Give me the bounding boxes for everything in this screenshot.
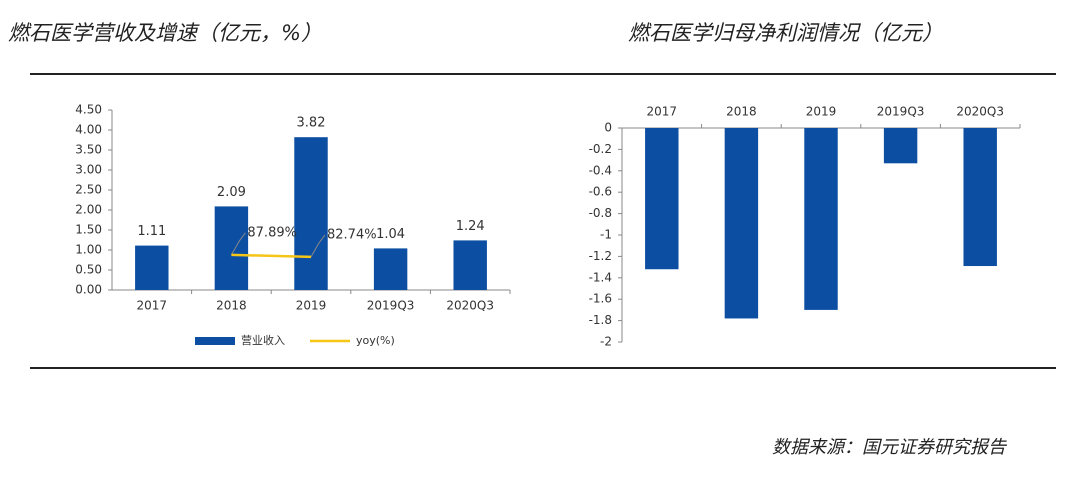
y-tick-label: -0.4: [589, 163, 612, 177]
label-leader: [230, 232, 246, 256]
y-tick-label: -0.2: [589, 142, 612, 156]
bar: [883, 128, 918, 164]
x-tick-label: 2017: [137, 299, 168, 313]
bar: [963, 128, 997, 267]
y-tick-label: 0: [604, 121, 612, 135]
y-tick-label: 1.50: [75, 223, 102, 237]
bar: [294, 137, 328, 290]
legend-swatch: [195, 337, 235, 345]
y-tick-label: 2.00: [75, 203, 102, 217]
y-tick-label: 3.50: [75, 143, 102, 157]
bar: [453, 240, 487, 290]
y-tick-label: -1: [600, 228, 612, 242]
data-label: 1.11: [137, 224, 166, 239]
y-tick-label: -1.8: [589, 313, 612, 327]
y-tick-label: 4.50: [75, 103, 102, 117]
y-tick-label: -0.6: [589, 185, 612, 199]
y-tick-label: 0.00: [75, 283, 102, 297]
y-tick-label: -1.4: [589, 270, 612, 284]
y-tick-label: 2.50: [75, 183, 102, 197]
chart-title: 燃石医学营收及增速（亿元，%）: [8, 21, 322, 45]
y-tick-label: -2: [600, 335, 612, 349]
bar: [373, 248, 408, 290]
y-tick-label: 4.00: [75, 123, 102, 137]
x-tick-label: 2018: [726, 105, 757, 119]
label-leader: [310, 234, 326, 258]
x-tick-label: 2019Q3: [367, 299, 415, 313]
y-tick-label: 0.50: [75, 263, 102, 277]
x-tick-label: 2017: [647, 105, 678, 119]
data-label: 87.89%: [247, 225, 297, 240]
x-tick-label: 2019: [806, 105, 837, 119]
x-tick-label: 2020Q3: [956, 105, 1004, 119]
chart-title: 燃石医学归母净利润情况（亿元）: [628, 21, 943, 45]
line: [231, 253, 312, 259]
y-tick-label: 1.00: [75, 243, 102, 257]
legend-label: 营业收入: [241, 333, 285, 347]
x-tick-label: 2019Q3: [877, 105, 925, 119]
y-tick-label: 3.00: [75, 163, 102, 177]
bar: [135, 245, 169, 290]
data-label: 1.04: [376, 227, 405, 242]
data-label: 3.82: [297, 116, 326, 131]
data-label: 2.09: [217, 185, 246, 200]
x-tick-label: 2020Q3: [446, 299, 494, 313]
data-label: 82.74%: [327, 227, 377, 242]
x-tick-label: 2019: [296, 299, 327, 313]
x-tick-label: 2018: [216, 299, 247, 313]
bar: [645, 128, 679, 270]
legend-label: yoy(%): [356, 334, 395, 347]
bar: [214, 206, 249, 290]
source: 数据来源：国元证券研究报告: [772, 437, 1008, 458]
bar: [724, 128, 759, 319]
data-label: 1.24: [456, 219, 485, 234]
y-tick-label: -1.6: [589, 292, 612, 306]
y-tick-label: -1.2: [589, 249, 612, 263]
bar: [804, 128, 838, 310]
y-tick-label: -0.8: [589, 206, 612, 220]
